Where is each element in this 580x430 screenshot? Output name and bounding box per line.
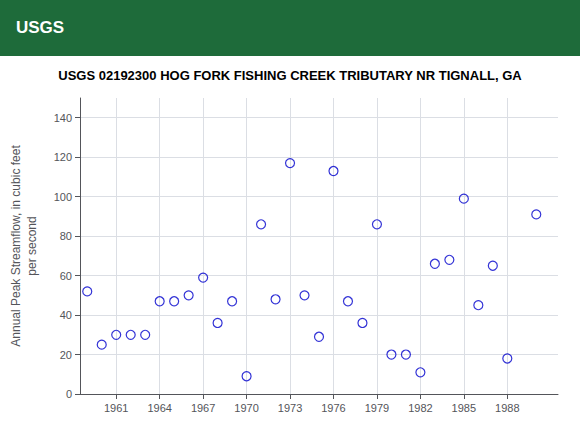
svg-text:1967: 1967	[191, 402, 215, 414]
svg-text:40: 40	[60, 309, 72, 321]
svg-text:1979: 1979	[365, 402, 389, 414]
svg-text:1988: 1988	[495, 402, 519, 414]
svg-text:1982: 1982	[408, 402, 432, 414]
svg-text:per second: per second	[25, 216, 39, 275]
svg-text:Annual Peak Streamflow, in cub: Annual Peak Streamflow, in cubic feet	[9, 145, 23, 347]
svg-text:1961: 1961	[104, 402, 128, 414]
svg-text:1976: 1976	[321, 402, 345, 414]
svg-text:1964: 1964	[147, 402, 171, 414]
svg-text:1970: 1970	[234, 402, 258, 414]
svg-text:140: 140	[54, 112, 72, 124]
svg-text:0: 0	[66, 388, 72, 400]
svg-text:80: 80	[60, 230, 72, 242]
svg-text:USGS: USGS	[16, 18, 64, 37]
svg-text:USGS 02192300 HOG FORK FISHING: USGS 02192300 HOG FORK FISHING CREEK TRI…	[58, 68, 522, 83]
svg-text:120: 120	[54, 151, 72, 163]
svg-text:100: 100	[54, 191, 72, 203]
svg-text:1973: 1973	[278, 402, 302, 414]
svg-text:1985: 1985	[452, 402, 476, 414]
svg-text:60: 60	[60, 270, 72, 282]
svg-text:20: 20	[60, 349, 72, 361]
